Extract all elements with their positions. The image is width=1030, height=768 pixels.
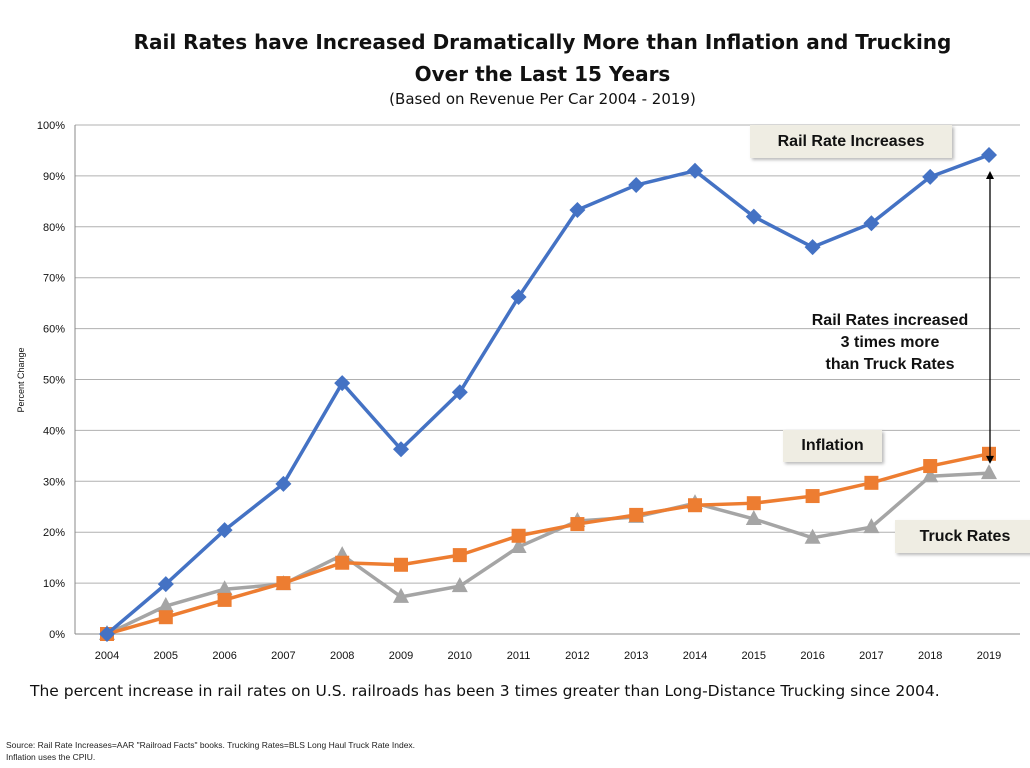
y-tick-label: 10% — [43, 578, 65, 590]
data-point — [99, 626, 115, 642]
data-point — [628, 177, 645, 194]
x-tick-label: 2014 — [683, 650, 707, 662]
series-line — [105, 153, 990, 636]
y-tick-label: 80% — [43, 222, 65, 234]
x-tick-label: 2007 — [271, 650, 295, 662]
series-truck-rates — [99, 464, 997, 640]
data-point — [922, 467, 939, 483]
y-tick-label: 60% — [43, 324, 65, 336]
x-tick-label: 2006 — [212, 650, 236, 662]
x-tick-label: 2019 — [977, 650, 1001, 662]
x-tick-label: 2011 — [507, 650, 531, 662]
data-point — [922, 168, 939, 185]
y-tick-label: 30% — [43, 476, 65, 488]
data-point — [217, 592, 232, 607]
x-tick-label: 2005 — [154, 650, 178, 662]
data-point — [981, 147, 997, 164]
y-tick-label: 50% — [43, 375, 65, 387]
arrow-head-down — [986, 455, 994, 464]
data-point — [335, 555, 350, 570]
data-point — [805, 489, 820, 504]
x-tick-label: 2016 — [800, 650, 824, 662]
data-point — [157, 576, 174, 593]
data-point — [451, 384, 468, 401]
data-point — [157, 597, 174, 613]
series-line — [106, 471, 990, 636]
data-point — [275, 475, 292, 492]
x-tick-label: 2013 — [624, 650, 648, 662]
x-tick-label: 2010 — [448, 650, 472, 662]
data-point — [804, 239, 821, 256]
y-tick-label: 70% — [43, 273, 65, 285]
y-axis-label: Percent Change — [16, 347, 26, 412]
data-point — [864, 475, 879, 490]
data-point — [688, 498, 702, 513]
x-tick-label: 2017 — [859, 650, 883, 662]
legend-label-inflation: Inflation — [783, 430, 882, 462]
x-tick-label: 2008 — [330, 650, 354, 662]
y-tick-label: 40% — [43, 425, 65, 437]
legend-label-truck: Truck Rates — [895, 520, 1030, 553]
data-point — [276, 576, 291, 591]
data-point — [746, 496, 761, 511]
data-point — [745, 509, 762, 525]
y-tick-label: 20% — [43, 527, 65, 539]
data-point — [451, 577, 468, 593]
series-rail-rate-increases — [99, 147, 997, 642]
data-point — [452, 548, 467, 563]
data-point — [745, 208, 762, 225]
data-point — [158, 610, 173, 625]
data-point — [511, 528, 526, 543]
x-tick-label: 2012 — [565, 650, 589, 662]
x-tick-label: 2004 — [95, 650, 119, 662]
legend-label-rail: Rail Rate Increases — [750, 125, 952, 158]
x-tick-label: 2015 — [742, 650, 766, 662]
data-point — [863, 215, 880, 232]
data-point — [334, 375, 351, 392]
chart-title-line2: Over the Last 15 Years — [414, 62, 671, 86]
x-tick-label: 2009 — [389, 650, 413, 662]
source-line: Inflation uses the CPIU. — [6, 752, 96, 762]
annotation-line: Rail Rates increased — [811, 312, 969, 329]
data-point — [393, 441, 409, 458]
series-inflation — [100, 446, 996, 641]
chart-title: Rail Rates have Increased Dramatically M… — [133, 30, 952, 54]
data-point — [629, 507, 644, 522]
y-tick-label: 90% — [43, 171, 65, 183]
data-point — [570, 517, 585, 532]
y-tick-label: 0% — [49, 629, 65, 641]
data-point — [923, 459, 938, 474]
data-point — [216, 522, 233, 539]
data-point — [510, 537, 527, 553]
data-point — [981, 464, 997, 480]
footnote: The percent increase in rail rates on U.… — [30, 682, 940, 700]
chart-subtitle: (Based on Revenue Per Car 2004 - 2019) — [389, 90, 696, 108]
annotation-line: than Truck Rates — [825, 356, 955, 373]
data-point — [687, 162, 703, 179]
data-point — [863, 518, 880, 534]
series-line — [106, 452, 990, 636]
y-tick-label: 100% — [37, 120, 65, 132]
data-point — [569, 202, 586, 219]
annotation-line: 3 times more — [840, 334, 940, 351]
data-point — [216, 580, 233, 596]
x-tick-label: 2018 — [918, 650, 942, 662]
data-point — [394, 557, 408, 572]
data-point — [804, 528, 821, 544]
source-line: Source: Rail Rate Increases=AAR "Railroa… — [6, 740, 416, 750]
arrow-head-up — [986, 171, 994, 180]
data-point — [393, 587, 409, 603]
annotation-text: Rail Rates increased 3 times more than T… — [780, 310, 1000, 376]
data-point — [510, 289, 527, 306]
